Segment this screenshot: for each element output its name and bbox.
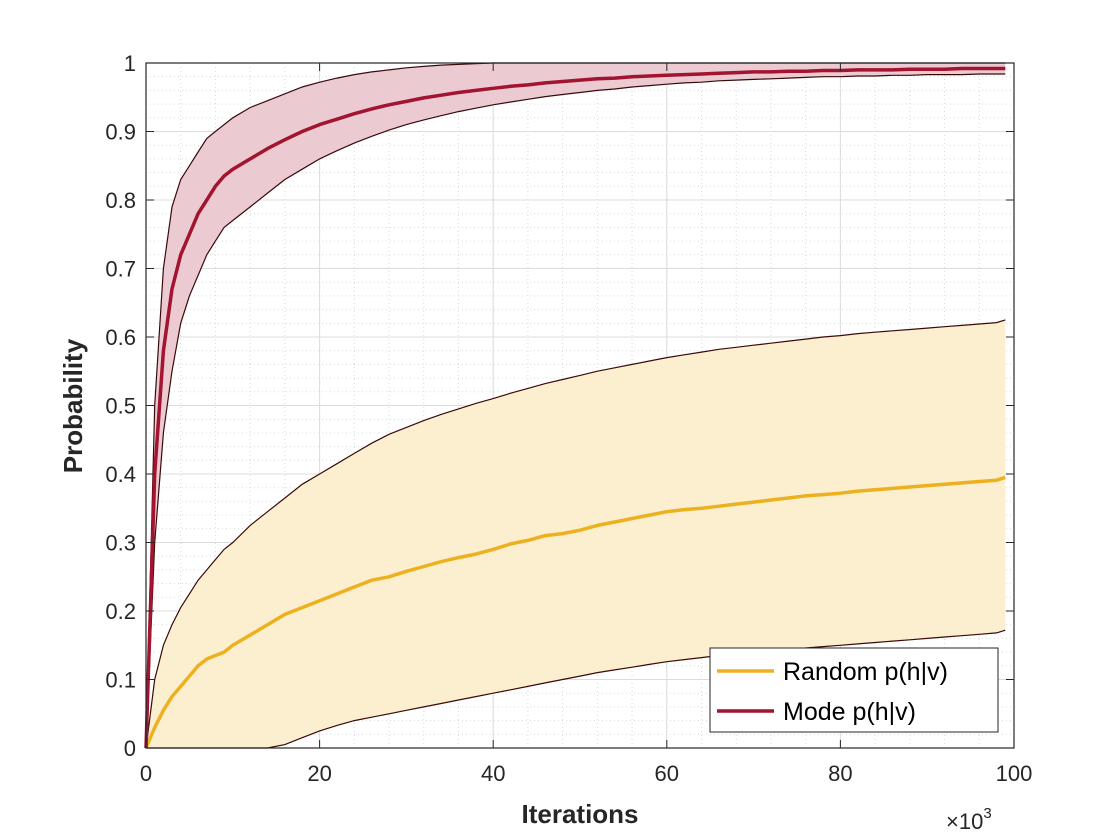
x-tick-labels: 0 20 40 60 80 100 <box>140 761 1032 786</box>
y-tick-label: 0.6 <box>105 325 136 350</box>
y-tick-label: 0.9 <box>105 120 136 145</box>
y-tick-label: 0.5 <box>105 394 136 419</box>
x-axis-multiplier-base: ×10 <box>946 809 983 834</box>
series-line-random <box>144 475 1006 749</box>
y-tick-labels: 0 0.1 0.2 0.3 0.4 0.5 0.6 0.7 0.8 0.9 1 <box>105 51 136 761</box>
band-random <box>146 319 1006 748</box>
x-tick-label: 20 <box>307 761 331 786</box>
series-lines <box>144 66 1006 749</box>
series-line-mode <box>144 66 1006 749</box>
band-mode <box>146 63 1006 748</box>
legend-box <box>709 647 999 733</box>
y-tick-label: 0.8 <box>105 188 136 213</box>
band-upper-edge-random <box>145 319 1006 749</box>
axis-ticks <box>145 62 1015 749</box>
legend: Random p(h|v) Mode p(h|v) <box>709 647 999 733</box>
y-axis-label: Probability <box>58 338 88 473</box>
x-tick-label: 40 <box>481 761 505 786</box>
x-tick-label: 0 <box>140 761 152 786</box>
y-tick-label: 0.2 <box>105 599 136 624</box>
y-tick-label: 0.1 <box>105 668 136 693</box>
y-tick-label: 1 <box>124 51 136 76</box>
x-axis-multiplier: ×103 <box>946 805 992 834</box>
y-tick-label: 0.4 <box>105 462 136 487</box>
y-tick-label: 0.3 <box>105 531 136 556</box>
x-tick-label: 60 <box>655 761 679 786</box>
x-axis-multiplier-exponent: 3 <box>983 805 991 822</box>
legend-label-random: Random p(h|v) <box>783 658 948 686</box>
x-tick-label: 80 <box>828 761 852 786</box>
x-tick-label: 100 <box>996 761 1033 786</box>
band-lower-edge-mode <box>145 73 1006 749</box>
legend-label-mode: Mode p(h|v) <box>783 698 916 726</box>
y-tick-label: 0 <box>124 736 136 761</box>
x-axis-label: Iterations <box>521 799 638 829</box>
y-tick-label: 0.7 <box>105 257 136 282</box>
